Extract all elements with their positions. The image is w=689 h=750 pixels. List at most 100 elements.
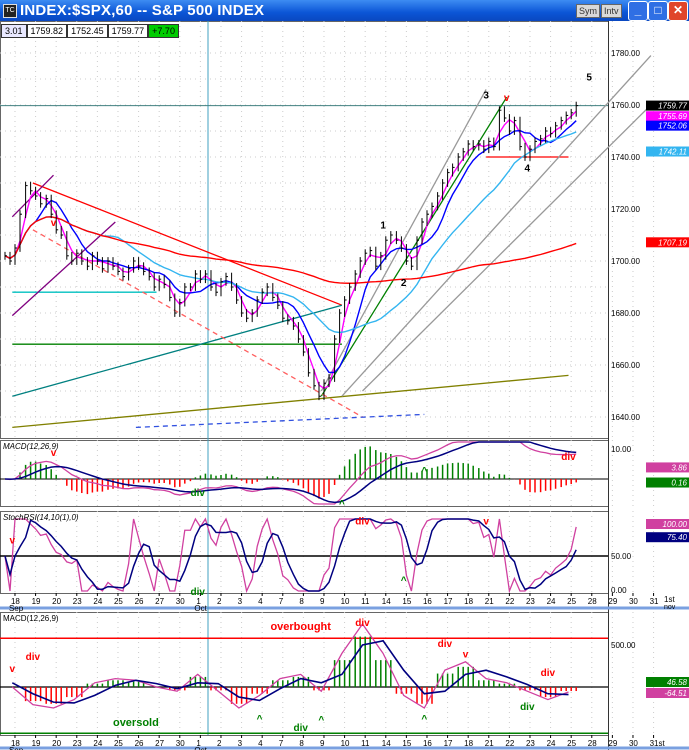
date-tick-label: 18 — [11, 597, 20, 606]
date-tick-label: 8 — [299, 597, 304, 606]
stoch-annotation: v — [483, 516, 489, 527]
app-icon: TC — [3, 4, 17, 18]
date-tick-label: 1 — [196, 597, 201, 606]
price-tick-label: 1780.00 — [611, 49, 640, 58]
date-tick-label: 3 — [238, 739, 243, 748]
date-tick-label: 29 — [608, 597, 617, 606]
date-tick-label: 15 — [402, 597, 411, 606]
macd-bottom-annotation: div — [293, 723, 308, 734]
month-label: Oct — [194, 746, 207, 750]
date-tick-label: 4 — [258, 597, 263, 606]
macd-bottom-annotation: ^ — [257, 714, 263, 725]
date-tick-label: 11 — [361, 597, 370, 606]
trendline — [320, 89, 487, 392]
macd-bottom-annotation: v — [463, 649, 469, 660]
date-tick-label: 7 — [279, 739, 284, 748]
date-tick-label: 31 — [650, 597, 659, 606]
trendline — [11, 174, 54, 218]
macd-bottom-annotation: v — [10, 664, 16, 675]
macd-bottom-signal-line — [11, 639, 569, 704]
sym-button[interactable]: Sym — [576, 4, 600, 18]
macd-bottom-label: MACD(12,26,9) — [3, 614, 59, 623]
macd-top-annotation: ^ — [421, 466, 427, 477]
date-tick-label: 31st — [650, 739, 666, 748]
macd-bottom-line — [11, 622, 569, 709]
price-annotation: 2 — [401, 278, 407, 289]
macd-top-value-box — [646, 462, 689, 473]
close-button[interactable]: ✕ — [668, 1, 688, 21]
window-title: INDEX:$SPX,60 -- S&P 500 INDEX — [20, 2, 265, 19]
axis-end-label: 1st — [664, 595, 675, 604]
date-tick-label: 24 — [547, 739, 556, 748]
date-tick-label: 1 — [196, 739, 201, 748]
price-tick-label: 1740.00 — [611, 153, 640, 162]
date-tick-label: 23 — [73, 739, 82, 748]
stoch-annotation: v — [10, 536, 16, 547]
date-tick-label: 18 — [11, 739, 20, 748]
quote-bar: 3.01 1759.82 1752.45 1759.77 +7.70 — [1, 24, 179, 38]
stoch-annotation: div — [190, 587, 205, 598]
date-tick-label: 25 — [114, 739, 123, 748]
macd-bottom-value-box — [646, 688, 689, 698]
price-label-box — [646, 100, 689, 111]
date-tick-label: 23 — [526, 597, 535, 606]
date-tick-label: 2 — [217, 597, 222, 606]
trendline — [341, 55, 652, 397]
macd-signal-line — [4, 441, 577, 504]
price-annotation: 3 — [483, 91, 489, 102]
macd-top-value: 3.86 — [671, 463, 687, 472]
stoch-value: 100.00 — [663, 520, 688, 529]
date-tick-label: 10 — [341, 739, 350, 748]
quote-close: 1759.77 — [107, 24, 149, 38]
date-tick-label: 30 — [629, 739, 638, 748]
macd-top-tick: 10.00 — [611, 445, 632, 454]
macd-top-label: MACD(12,26,9) — [3, 442, 59, 451]
date-tick-label: 25 — [567, 739, 576, 748]
date-tick-label: 24 — [93, 739, 102, 748]
month-label: Oct — [194, 604, 207, 613]
date-tick-label: 27 — [155, 597, 164, 606]
minimize-button[interactable]: _ — [628, 1, 648, 21]
date-tick-label: 9 — [320, 739, 325, 748]
date-tick-label: 14 — [382, 739, 391, 748]
panel-m2 — [0, 612, 609, 736]
trendline — [12, 374, 569, 429]
price-annotation: 1 — [380, 221, 386, 232]
date-tick-label: 18 — [464, 597, 473, 606]
price-label: 1707.19 — [658, 238, 687, 247]
quote-low: 1752.45 — [67, 24, 108, 38]
intv-button[interactable]: Intv — [601, 4, 622, 18]
date-tick-label: 22 — [505, 739, 514, 748]
trendline — [135, 413, 425, 429]
maximize-button[interactable]: □ — [648, 1, 668, 21]
price-annotation: 5 — [586, 72, 592, 83]
macd-bottom-value: -64.51 — [664, 689, 687, 698]
quote-high: 1759.82 — [26, 24, 68, 38]
macd-bottom-annotation: div — [541, 668, 556, 679]
price-tick-label: 1660.00 — [611, 361, 640, 370]
macd-bottom-tick: 500.00 — [611, 641, 636, 650]
axis-end-label: nov — [664, 604, 676, 611]
price-label: 1755.69 — [658, 112, 687, 121]
date-tick-label: 30 — [629, 597, 638, 606]
macd-top-value-box — [646, 477, 689, 488]
price-label: 1742.11 — [659, 148, 687, 157]
date-tick-label: 21 — [485, 597, 494, 606]
date-tick-label: 23 — [526, 739, 535, 748]
stoch-annotation: ^ — [401, 576, 407, 587]
price-tick-label: 1700.00 — [611, 257, 640, 266]
macd-top-annotation: v — [51, 448, 57, 459]
price-label-box — [646, 111, 689, 122]
price-label-box — [646, 237, 689, 248]
macd-bottom-annotation: ^ — [318, 715, 324, 726]
date-tick-label: 16 — [423, 739, 432, 748]
price-annotation: 4 — [525, 163, 531, 174]
date-tick-label: 25 — [114, 597, 123, 606]
macd-top-annotation: div — [561, 452, 576, 463]
price-tick-label: 1760.00 — [611, 101, 640, 110]
stoch-label: StochRSI(14,10(1),0) — [3, 513, 79, 522]
date-tick-label: 19 — [32, 739, 41, 748]
title-bar: TC INDEX:$SPX,60 -- S&P 500 INDEX Sym In… — [0, 0, 689, 21]
moving-average-line — [4, 120, 577, 374]
macd-bottom-annotation: div — [26, 652, 41, 663]
